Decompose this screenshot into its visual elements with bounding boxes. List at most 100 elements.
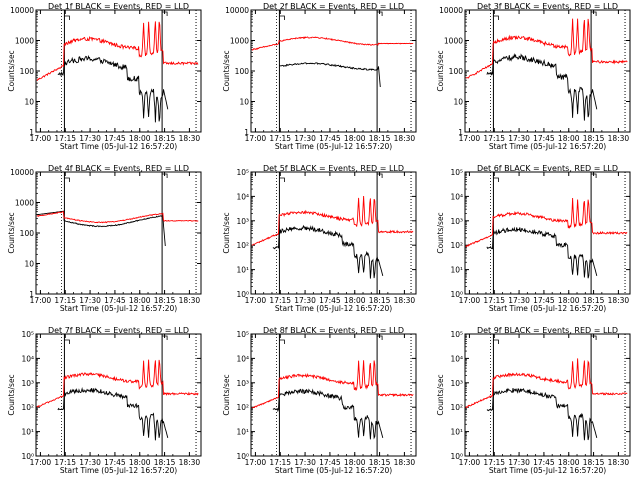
y-tick-label: 10¹ — [21, 428, 34, 437]
x-tick-label: 17:00 — [459, 458, 481, 467]
plot-frame — [250, 171, 417, 295]
x-tick-label: 18:00 — [344, 134, 366, 143]
series-events-line — [36, 210, 166, 247]
x-tick-label: 17:30 — [79, 134, 101, 143]
series-events-line — [486, 226, 598, 279]
x-tick-label: 17:15 — [483, 296, 505, 305]
y-tick-label: 10¹ — [236, 428, 249, 437]
x-tick-label: 17:15 — [269, 134, 291, 143]
y-tick-label: 1 — [244, 128, 249, 137]
series-events-line — [486, 387, 598, 441]
x-tick-label: 17:15 — [483, 458, 505, 467]
panel-title: Det 6f BLACK = Events, RED = LLD — [477, 164, 618, 173]
y-axis-label: Counts/sec — [222, 374, 231, 415]
x-tick-label: 18:30 — [179, 458, 201, 467]
y-tick-label: 10000 — [10, 6, 34, 15]
x-tick-label: 18:00 — [558, 296, 580, 305]
x-tick-label: 18:00 — [558, 458, 580, 467]
marker-flag — [493, 339, 499, 344]
panel-title: Det 3f BLACK = Events, RED = LLD — [477, 2, 618, 11]
y-tick-label: 1 — [29, 290, 34, 299]
series-events-line — [57, 54, 169, 123]
y-tick-label: 10³ — [236, 217, 249, 226]
y-tick-label: 1 — [29, 128, 34, 137]
y-tick-label: 10⁵ — [21, 330, 34, 339]
x-tick-label: 17:15 — [54, 296, 76, 305]
y-tick-label: 10⁵ — [450, 330, 463, 339]
x-tick-label: 18:00 — [129, 134, 151, 143]
y-tick-label: 10³ — [450, 217, 463, 226]
marker-flag — [279, 177, 285, 182]
x-tick-label: 17:15 — [483, 134, 505, 143]
x-tick-label: 17:45 — [319, 458, 341, 467]
series-events-line — [486, 52, 598, 121]
x-axis-label: Start Time (05-Jul-12 16:57:20) — [60, 142, 177, 151]
y-tick-label: 10⁴ — [236, 354, 249, 363]
x-tick-label: 18:30 — [394, 134, 416, 143]
y-tick-label: 10⁰ — [236, 452, 249, 461]
marker-flag — [493, 15, 499, 20]
marker-flag — [162, 335, 168, 340]
marker-flag — [64, 177, 70, 182]
y-tick-label: 10² — [450, 241, 463, 250]
panel-title: Det 5f BLACK = Events, RED = LLD — [263, 164, 404, 173]
marker-flag — [64, 15, 70, 20]
x-tick-label: 17:45 — [533, 458, 555, 467]
y-axis-label: Counts/sec — [436, 50, 445, 91]
x-axis-label: Start Time (05-Jul-12 16:57:20) — [489, 304, 606, 313]
y-tick-label: 10 — [24, 98, 34, 107]
x-tick-label: 17:00 — [245, 296, 267, 305]
y-tick-label: 10⁵ — [236, 168, 249, 177]
plot-frame — [464, 9, 631, 133]
y-tick-label: 10⁴ — [21, 354, 34, 363]
marker-flag — [279, 339, 285, 344]
y-tick-label: 10³ — [236, 379, 249, 388]
y-tick-label: 10² — [21, 403, 34, 412]
x-tick-label: 18:00 — [129, 296, 151, 305]
y-tick-label: 10³ — [21, 379, 34, 388]
series-lld-line — [36, 211, 199, 224]
x-tick-label: 18:30 — [608, 134, 630, 143]
plot-frame — [35, 333, 202, 457]
plot-frame — [35, 171, 202, 295]
marker-flag — [377, 11, 383, 16]
x-tick-label: 17:00 — [30, 134, 52, 143]
series-lld-line — [251, 360, 414, 409]
y-tick-label: 100 — [20, 67, 35, 76]
y-tick-label: 10² — [236, 403, 249, 412]
series-lld-line — [36, 359, 199, 408]
y-tick-label: 10¹ — [236, 266, 249, 275]
x-tick-label: 17:30 — [294, 458, 316, 467]
x-tick-label: 17:00 — [30, 296, 52, 305]
x-tick-label: 17:45 — [533, 296, 555, 305]
y-tick-label: 10 — [24, 260, 34, 269]
x-tick-label: 18:30 — [608, 458, 630, 467]
x-tick-label: 18:00 — [344, 296, 366, 305]
x-tick-label: 18:30 — [394, 458, 416, 467]
x-tick-label: 18:15 — [369, 296, 391, 305]
x-tick-label: 17:00 — [459, 134, 481, 143]
panel-title: Det 8f BLACK = Events, RED = LLD — [263, 326, 404, 335]
x-tick-label: 18:15 — [154, 296, 176, 305]
y-tick-label: 10⁰ — [450, 290, 463, 299]
series-lld-line — [465, 358, 628, 409]
x-axis-label: Start Time (05-Jul-12 16:57:20) — [489, 466, 606, 475]
x-tick-label: 17:15 — [269, 458, 291, 467]
y-tick-label: 10000 — [10, 168, 34, 177]
y-tick-label: 10⁰ — [236, 290, 249, 299]
marker-flag — [162, 11, 168, 16]
series-lld-line — [36, 21, 199, 81]
x-tick-label: 17:45 — [104, 296, 126, 305]
y-tick-label: 10² — [236, 241, 249, 250]
y-tick-label: 10¹ — [450, 428, 463, 437]
x-tick-label: 17:15 — [54, 134, 76, 143]
y-tick-label: 1000 — [230, 37, 249, 46]
y-tick-label: 10000 — [439, 6, 463, 15]
x-tick-label: 17:00 — [459, 296, 481, 305]
y-tick-label: 100 — [20, 229, 35, 238]
marker-flag — [591, 173, 597, 178]
x-tick-label: 17:30 — [508, 134, 530, 143]
x-tick-label: 17:30 — [508, 296, 530, 305]
plot-frame — [250, 333, 417, 457]
